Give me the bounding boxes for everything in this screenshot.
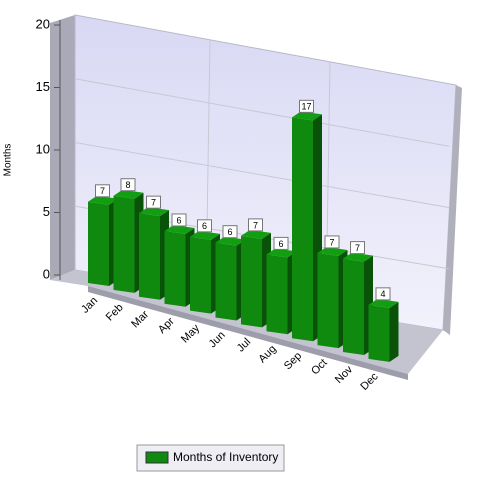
value-label: 6: [278, 239, 283, 249]
bar-top: [241, 229, 271, 239]
bar-top: [190, 230, 220, 240]
value-label-box: [171, 213, 187, 227]
value-label: 7: [100, 186, 105, 196]
value-label-box: [248, 218, 263, 232]
value-label-box: [95, 184, 110, 198]
value-label-box: [120, 178, 136, 192]
value-label: 7: [151, 198, 156, 208]
bar-top: [266, 248, 297, 258]
legend: Months of Inventory: [136, 444, 285, 472]
bar-front: [241, 235, 262, 328]
bar-front: [88, 201, 109, 286]
value-label-box: [299, 99, 314, 113]
legend-label: Months of Inventory: [173, 450, 278, 464]
bar: [368, 298, 399, 362]
value-label-box: [324, 235, 340, 249]
value-label: 7: [329, 237, 334, 247]
value-label-box: [222, 225, 238, 239]
y-tick-label: 20: [36, 16, 50, 31]
bar-front: [317, 252, 339, 349]
y-tick-label: 15: [36, 79, 50, 94]
bar-top: [343, 252, 373, 262]
bar-top: [368, 298, 399, 308]
bar-front: [139, 213, 160, 300]
bar-front: [164, 230, 186, 307]
bar-top: [164, 224, 195, 234]
y-axis-label: Months: [3, 144, 14, 177]
value-label: 4: [380, 289, 385, 299]
bar-top: [113, 189, 144, 199]
y-tick-label: 0: [43, 266, 50, 281]
value-label-box: [350, 241, 365, 255]
bar-front: [343, 258, 364, 355]
wall-edge: [443, 85, 462, 335]
bar-top: [215, 236, 246, 246]
bar-top: [88, 195, 118, 205]
value-label: 6: [202, 221, 207, 231]
value-label-box: [146, 195, 161, 209]
bar-top: [317, 246, 348, 256]
grid-line: [74, 142, 450, 208]
value-label: 7: [253, 220, 258, 230]
value-label-box: [197, 219, 212, 233]
bar-front: [292, 117, 313, 342]
value-label: 7: [355, 243, 360, 253]
value-label-box: [273, 236, 289, 250]
value-label: 8: [125, 180, 130, 190]
value-label: 6: [176, 215, 181, 225]
value-label: 6: [227, 227, 232, 237]
value-label: 17: [301, 102, 311, 112]
bar-front: [113, 195, 135, 293]
side-wall: [50, 15, 75, 280]
bar-side: [389, 301, 399, 362]
legend-swatch: [145, 451, 169, 464]
bar-front: [266, 254, 288, 335]
y-tick-label: 5: [43, 204, 50, 219]
value-label-box: [375, 287, 391, 301]
floor-edge: [88, 286, 408, 380]
bar-top: [292, 111, 322, 121]
bar-top: [139, 207, 169, 217]
y-tick-label: 10: [36, 141, 50, 156]
bar-front: [190, 236, 211, 314]
grid-line: [74, 78, 450, 147]
bar-front: [368, 304, 390, 362]
bar-front: [215, 242, 237, 321]
